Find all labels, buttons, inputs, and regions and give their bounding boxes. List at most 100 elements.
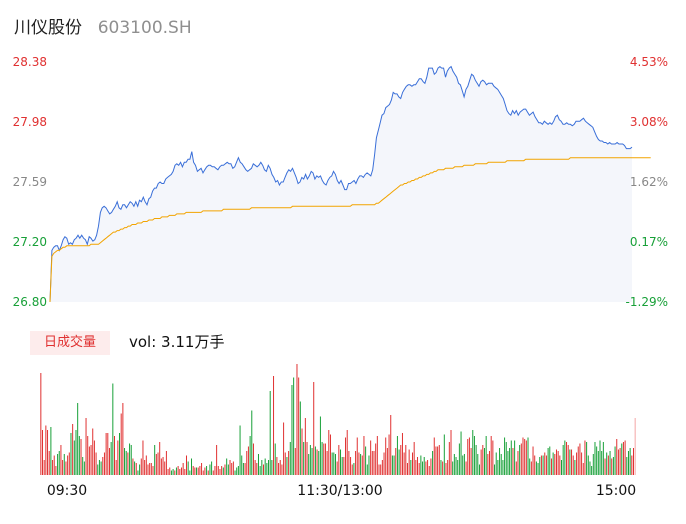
volume-bar	[294, 448, 296, 475]
volume-bar	[239, 425, 241, 475]
volume-bar	[512, 448, 514, 475]
volume-bar	[363, 436, 365, 475]
volume-bar	[545, 455, 547, 475]
volume-bar	[619, 448, 621, 475]
volume-bar	[313, 382, 315, 475]
volume-bar	[75, 430, 77, 475]
volume-bar	[566, 442, 568, 475]
volume-bar	[622, 442, 624, 475]
volume-bar	[281, 464, 283, 475]
volume-bar	[194, 467, 196, 475]
volume-bar	[442, 461, 444, 475]
volume-bar	[68, 452, 70, 475]
y-tick-right: 1.62%	[630, 175, 668, 189]
volume-bar	[611, 458, 613, 475]
volume-bar	[561, 460, 562, 475]
volume-bar	[58, 451, 60, 475]
volume-bar	[62, 460, 64, 475]
volume-bar	[112, 383, 114, 475]
volume-bar	[135, 463, 137, 475]
volume-bar	[63, 454, 65, 475]
volume-bar	[534, 455, 536, 475]
y-tick-left: 26.80	[13, 295, 47, 309]
volume-bar	[323, 443, 325, 475]
volume-bar	[184, 469, 186, 475]
volume-bar	[629, 448, 631, 475]
volume-bar	[134, 461, 136, 475]
volume-bar	[530, 461, 532, 475]
volume-bar	[45, 425, 47, 475]
volume-bar	[159, 442, 161, 475]
volume-bar	[587, 455, 589, 475]
volume-bar	[102, 457, 104, 475]
volume-bar	[455, 457, 457, 475]
y-tick-left: 28.38	[13, 55, 47, 69]
volume-bar	[540, 455, 542, 475]
volume-bar	[48, 451, 50, 475]
volume-bar	[505, 442, 507, 475]
volume-bar	[480, 449, 482, 475]
avg-price-line	[49, 157, 651, 303]
volume-bar	[634, 418, 636, 475]
volume-bar	[149, 463, 151, 475]
volume-bar	[160, 458, 162, 475]
volume-bar	[303, 442, 305, 475]
volume-bar	[211, 461, 213, 475]
volume-bar	[70, 433, 72, 475]
volume-bar	[338, 445, 340, 475]
stock-header: 川仪股份 603100.SH	[14, 13, 192, 38]
volume-bar	[227, 464, 229, 475]
volume-bar	[522, 437, 524, 475]
volume-bar	[283, 422, 285, 475]
volume-bar	[80, 439, 82, 475]
volume-bar	[624, 440, 626, 475]
volume-bar	[584, 440, 586, 475]
volume-bar	[321, 442, 323, 475]
volume-bar	[224, 464, 226, 475]
y-tick-right: -1.29%	[626, 295, 668, 309]
volume-bar	[572, 455, 574, 475]
volume-bar	[539, 457, 541, 475]
volume-bar	[418, 463, 420, 475]
volume-bar	[612, 457, 614, 475]
volume-bar	[83, 461, 85, 475]
volume-bar	[355, 451, 357, 475]
volume-bar	[40, 373, 42, 475]
volume-bar	[278, 463, 280, 475]
volume-bar	[514, 440, 516, 475]
volume-bar	[465, 461, 467, 475]
volume-bar	[263, 464, 264, 475]
volume-bar	[499, 448, 501, 475]
volume-bar	[264, 458, 266, 475]
volume-bar	[167, 469, 169, 475]
volume-bar	[226, 458, 228, 475]
volume-bar	[527, 437, 529, 475]
volume-bar	[271, 460, 273, 475]
stock-code: 603100.SH	[97, 18, 192, 38]
volume-bar	[378, 464, 380, 475]
volume-bar	[219, 469, 221, 475]
volume-bar	[289, 442, 291, 475]
volume-bar	[473, 436, 475, 475]
volume-bar	[98, 460, 100, 475]
volume-bar	[343, 457, 345, 475]
volume-bar	[82, 457, 84, 475]
volume-bar	[299, 401, 301, 475]
volume-bar	[428, 466, 430, 475]
volume-bar	[172, 469, 174, 475]
volume-bar	[559, 455, 561, 475]
volume-bar	[53, 455, 55, 475]
volume-bar	[304, 418, 306, 475]
volume-bar	[120, 413, 122, 475]
volume-bar	[478, 464, 480, 475]
volume-bar	[192, 466, 194, 475]
volume-bar	[179, 469, 181, 475]
volume-bar	[408, 449, 410, 475]
volume-bar	[504, 437, 506, 475]
volume-bar	[524, 439, 526, 475]
volume-bar	[353, 463, 355, 475]
volume-bar	[594, 442, 596, 475]
volume-bar	[164, 461, 166, 475]
volume-bar	[550, 458, 552, 475]
